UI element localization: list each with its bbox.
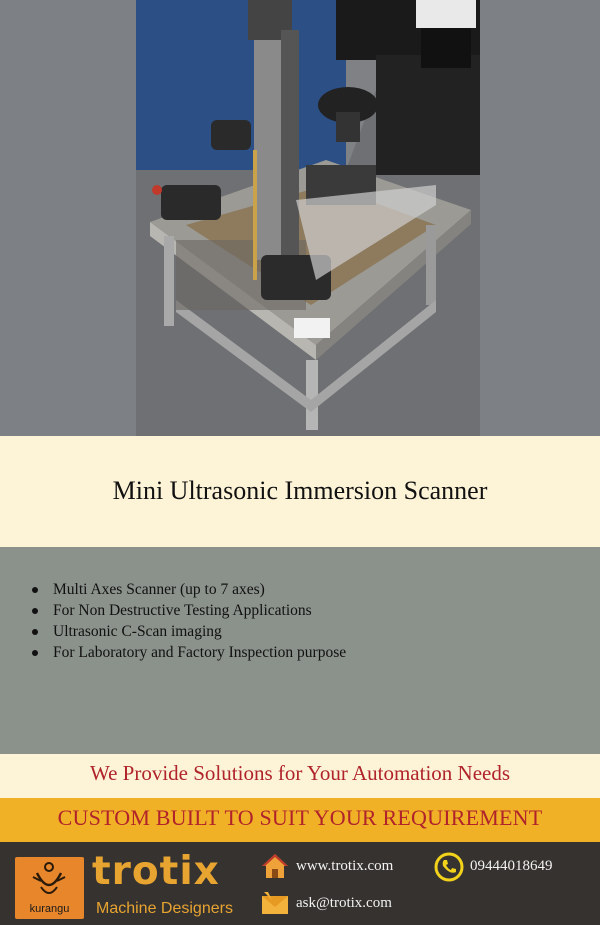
email-link[interactable]: ask@trotix.com [296,895,392,911]
bullet-icon [32,587,38,593]
title-section: Mini Ultrasonic Immersion Scanner [0,436,600,547]
brand-name: trotix [92,849,220,894]
home-icon [262,854,288,878]
list-item: For Laboratory and Factory Inspection pu… [30,642,346,663]
list-item: For Non Destructive Testing Applications [30,600,346,621]
bullet-icon [32,608,38,614]
brand-subtitle: Machine Designers [96,900,233,917]
photo-section [0,0,600,436]
website-link[interactable]: www.trotix.com [296,858,394,874]
scanner-photo [136,0,480,436]
tagline-section: We Provide Solutions for Your Automation… [0,754,600,798]
features-section: Multi Axes Scanner (up to 7 axes) For No… [0,547,600,754]
monkey-icon [32,862,66,894]
envelope-icon [262,892,288,914]
kurangu-logo: kurangu [15,857,84,919]
feature-list: Multi Axes Scanner (up to 7 axes) For No… [30,579,346,663]
tagline: We Provide Solutions for Your Automation… [89,761,511,785]
bullet-icon [32,629,38,635]
product-title: Mini Ultrasonic Immersion Scanner [112,476,488,505]
phone-icon [434,852,464,882]
footer: kurangu trotix Machine Designers www.tro… [0,842,600,925]
list-item: Multi Axes Scanner (up to 7 axes) [30,579,346,600]
custom-banner-section: CUSTOM BUILT TO SUIT YOUR REQUIREMENT [0,798,600,842]
phone-link[interactable]: 09444018649 [470,858,553,874]
bullet-icon [32,650,38,656]
list-item: Ultrasonic C-Scan imaging [30,621,346,642]
kurangu-logo-text: kurangu [29,903,70,915]
custom-banner: CUSTOM BUILT TO SUIT YOUR REQUIREMENT [57,805,543,830]
